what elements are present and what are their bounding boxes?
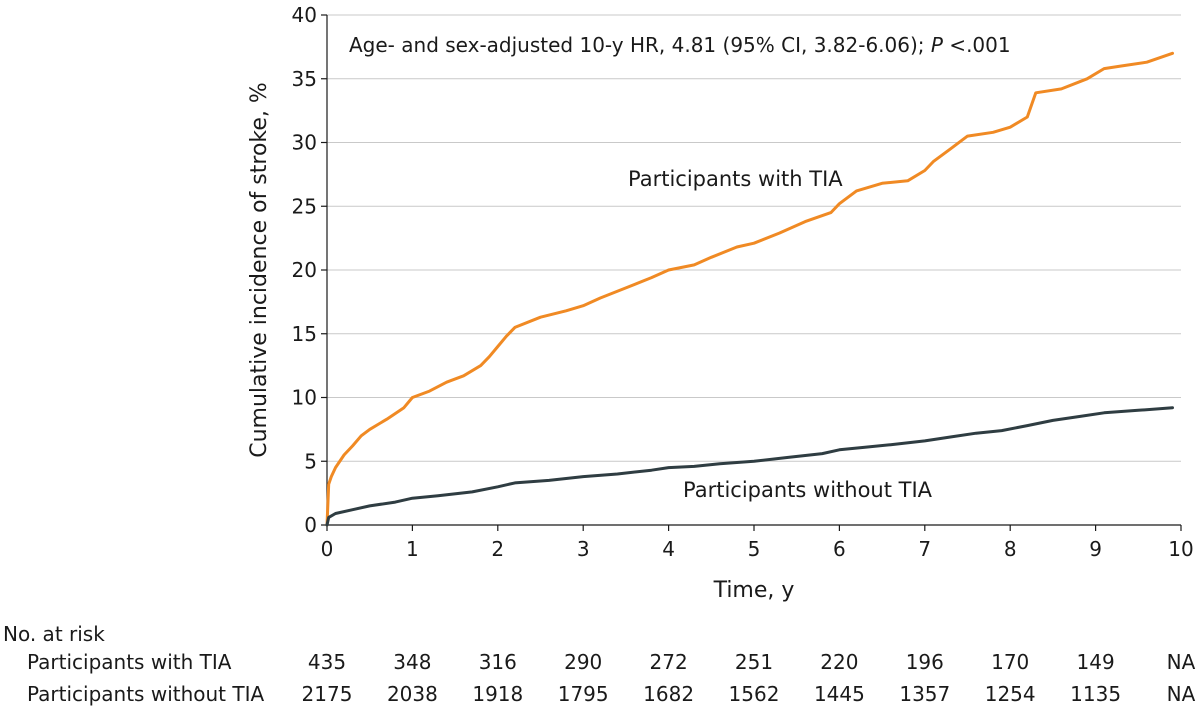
risk-value: 348 <box>393 650 432 674</box>
hazard-ratio-annotation: Age- and sex-adjusted 10-y HR, 4.81 (95%… <box>349 33 1011 57</box>
x-tick-label: 6 <box>833 537 846 561</box>
risk-value: 149 <box>1076 650 1115 674</box>
risk-value: 2038 <box>386 682 438 706</box>
x-ticks: 0 1 2 3 4 5 6 7 8 9 10 <box>321 525 1194 561</box>
x-tick-label: 0 <box>321 537 334 561</box>
risk-value: 1445 <box>813 682 865 706</box>
y-axis-title: Cumulative incidence of stroke, % <box>247 82 272 458</box>
label-participants-with-tia: Participants with TIA <box>628 167 843 191</box>
risk-row-label: Participants with TIA <box>27 650 232 674</box>
x-tick-label: 7 <box>918 537 931 561</box>
y-tick-label: 15 <box>292 322 317 346</box>
x-tick-label: 9 <box>1089 537 1102 561</box>
x-tick-label: 1 <box>406 537 419 561</box>
risk-value: 1682 <box>643 682 695 706</box>
x-tick-label: 5 <box>748 537 761 561</box>
series-line-without-tia <box>325 406 1174 527</box>
gridlines <box>327 14 1181 462</box>
x-tick-label: 10 <box>1168 537 1193 561</box>
x-axis-title: Time, y <box>713 578 795 603</box>
risk-value: 1562 <box>728 682 780 706</box>
risk-value: 1795 <box>557 682 609 706</box>
y-tick-label: 0 <box>304 513 317 537</box>
y-ticks: 0 5 10 15 20 25 30 35 40 <box>292 3 327 537</box>
risk-value: 290 <box>564 650 603 674</box>
risk-value: NA <box>1166 650 1196 674</box>
risk-value: 170 <box>991 650 1030 674</box>
series-lines <box>325 51 1174 527</box>
risk-value: 251 <box>734 650 774 674</box>
risk-value: 435 <box>307 650 347 674</box>
y-tick-label: 35 <box>292 67 317 91</box>
label-participants-without-tia: Participants without TIA <box>683 478 933 502</box>
x-tick-label: 8 <box>1004 537 1017 561</box>
x-tick-label: 3 <box>577 537 590 561</box>
y-tick-label: 5 <box>304 449 317 473</box>
risk-value: 196 <box>905 650 944 674</box>
risk-value: 220 <box>820 650 859 674</box>
y-tick-label: 10 <box>292 386 317 410</box>
risk-table-title: No. at risk <box>3 622 105 646</box>
y-tick-label: 25 <box>292 194 317 218</box>
y-tick-label: 30 <box>292 131 317 155</box>
y-tick-label: 40 <box>292 3 317 27</box>
risk-value: 316 <box>478 650 517 674</box>
x-tick-label: 4 <box>662 537 675 561</box>
risk-row-label: Participants without TIA <box>27 682 265 706</box>
risk-value: NA <box>1166 682 1196 706</box>
y-tick-label: 20 <box>292 258 317 282</box>
x-tick-label: 2 <box>491 537 504 561</box>
risk-value: 1918 <box>472 682 524 706</box>
risk-row-without-tia: Participants without TIA 2175 2038 1918 179… <box>0 682 1201 712</box>
risk-value: 1357 <box>899 682 951 706</box>
series-line-with-tia <box>325 51 1174 527</box>
risk-value: 1254 <box>984 682 1036 706</box>
risk-value: 272 <box>649 650 688 674</box>
risk-value: 1135 <box>1070 682 1122 706</box>
risk-value: 2175 <box>301 682 353 706</box>
risk-row-with-tia: Participants with TIA 435 348 316 290 272 251… <box>0 650 1201 680</box>
cumulative-incidence-chart: 0 5 10 15 20 25 30 35 40 0 1 2 3 4 5 6 7 8 9 10 Age- and s… <box>247 3 1194 603</box>
